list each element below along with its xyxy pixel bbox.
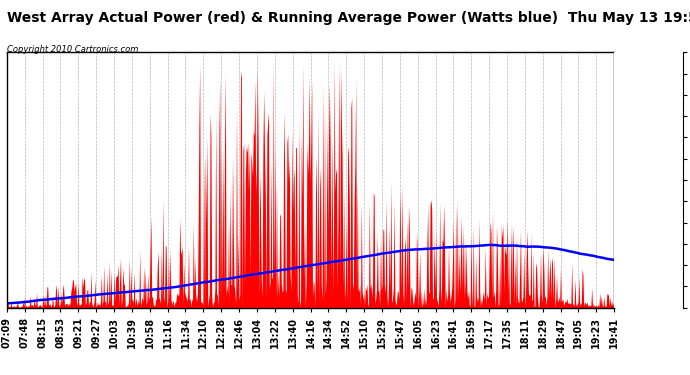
Text: West Array Actual Power (red) & Running Average Power (Watts blue)  Thu May 13 1: West Array Actual Power (red) & Running …	[7, 11, 690, 25]
Text: Copyright 2010 Cartronics.com: Copyright 2010 Cartronics.com	[7, 45, 138, 54]
